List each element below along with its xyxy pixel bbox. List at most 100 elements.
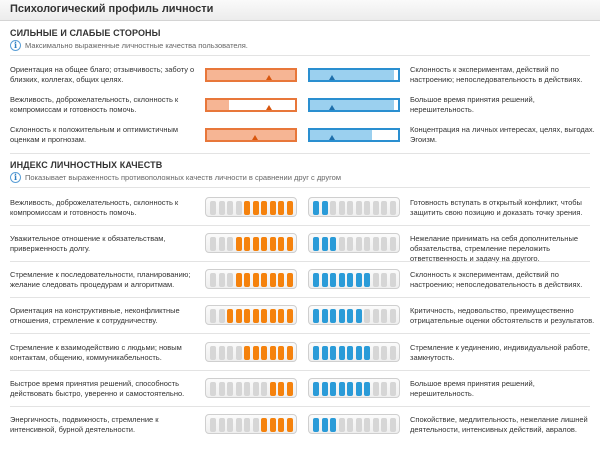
scale-segment [372,382,379,396]
scale-segment [347,346,353,360]
scale-segment [313,382,319,396]
scale-segment [338,346,345,360]
strength-bar [205,68,297,82]
scale-segment [235,382,242,396]
index-info-text: Показывает выраженность противоположных … [25,173,341,182]
scale-segment [278,382,284,396]
scale-segment [364,309,370,323]
index-left-scale [205,414,297,434]
index-left-label: Быстрое время принятия решений, способно… [10,379,185,398]
scale-segment [261,273,267,287]
scale-segment [330,273,336,287]
scale-segment [269,273,276,287]
scale-segment [381,382,387,396]
scale-segment [355,201,362,215]
scale-segment [278,309,284,323]
scale-segment [364,346,370,360]
scale-segment [286,309,293,323]
scale-segment [235,201,242,215]
scale-segment [218,418,225,432]
scale-segment [313,346,319,360]
scale-segment [321,273,328,287]
divider [10,406,590,407]
scale-segment [218,382,225,396]
scale-segment [355,273,362,287]
scale-segment [261,382,267,396]
scale-segment [227,382,233,396]
scale-segment [389,382,396,396]
strength-label: Склонность к положительным и оптимистичн… [10,125,179,144]
scale-segment [278,201,284,215]
bar-marker [252,135,258,140]
bar-fill [310,130,372,140]
scale-segment [389,201,396,215]
divider [10,297,590,298]
strength-bar [205,98,297,112]
index-left-scale [205,378,297,398]
index-left-label: Стремление к взаимодействию с людьми; но… [10,343,182,362]
index-right-label: Спокойствие, медлительность, нежелание л… [410,415,588,434]
scale-segment [338,273,345,287]
scale-segment [338,201,345,215]
scale-segment [330,309,336,323]
bar-marker [329,105,335,110]
scale-segment [252,273,259,287]
scale-segment [321,201,328,215]
scale-segment [389,346,396,360]
scale-segment [244,418,250,432]
scale-segment [252,201,259,215]
scale-segment [330,418,336,432]
scale-segment [321,418,328,432]
scale-segment [313,273,319,287]
bar-fill [310,100,394,110]
strength-label: Ориентация на общее благо; отзывчивость;… [10,65,195,84]
weakness-label: Концентрация на личных интересах, целях,… [410,125,595,144]
scale-segment [286,418,293,432]
scale-segment [227,237,233,251]
scale-segment [235,418,242,432]
scale-segment [235,273,242,287]
scale-segment [286,237,293,251]
scale-segment [338,309,345,323]
scale-segment [321,382,328,396]
scale-segment [389,273,396,287]
index-right-label: Склонность к экспериментам, действий по … [410,270,583,289]
divider [10,55,590,56]
scale-segment [347,382,353,396]
divider [10,153,590,154]
scale-segment [330,382,336,396]
scale-segment [381,346,387,360]
scale-segment [347,309,353,323]
scale-segment [338,382,345,396]
scale-segment [235,346,242,360]
index-right-label: Готовность вступать в открытый конфликт,… [410,198,583,217]
scale-segment [235,237,242,251]
index-right-label: Большое время принятия решений, нерешите… [410,379,535,398]
scale-segment [321,237,328,251]
index-right-scale [308,342,400,362]
index-right-scale [308,233,400,253]
bar-fill [310,70,394,80]
scale-segment [278,273,284,287]
scale-segment [252,237,259,251]
scale-segment [372,273,379,287]
scale-segment [372,201,379,215]
scale-segment [269,309,276,323]
bar-fill [207,70,295,80]
index-right-scale [308,414,400,434]
scale-segment [269,382,276,396]
scale-segment [227,309,233,323]
bar-marker [329,135,335,140]
scale-segment [389,237,396,251]
strength-bar [205,128,297,142]
scale-segment [210,201,216,215]
scale-segment [381,201,387,215]
scale-segment [261,309,267,323]
scale-segment [227,201,233,215]
index-right-label: Критичность, недовольство, преимуществен… [410,306,595,325]
page-title: Психологический профиль личности [10,3,214,15]
index-right-label: Стремление к уединению, индивидуальной р… [410,343,590,362]
divider [10,370,590,371]
index-left-scale [205,269,297,289]
divider [10,261,590,262]
